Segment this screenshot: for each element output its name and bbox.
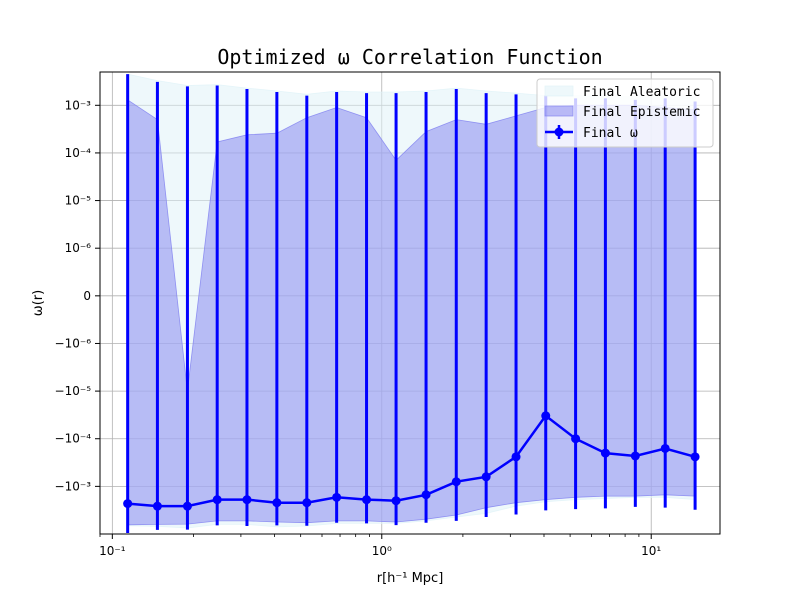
- data-point: [242, 495, 252, 505]
- data-point: [481, 472, 491, 482]
- series-line: [127, 414, 696, 508]
- data-point: [571, 434, 581, 444]
- legend-label: Final Epistemic: [583, 105, 700, 120]
- data-point: [511, 452, 521, 462]
- legend-box: [536, 78, 714, 148]
- legend-swatch: [544, 85, 574, 97]
- y-tick-label: −10⁻⁴: [55, 432, 92, 446]
- data-point: [660, 443, 670, 453]
- data-point: [152, 501, 162, 511]
- data-point: [272, 498, 282, 508]
- data-point: [630, 451, 640, 461]
- bands: [127, 73, 696, 529]
- y-tick-label: 10⁻⁵: [65, 194, 92, 208]
- data-point: [451, 477, 461, 487]
- data-point: [362, 495, 372, 505]
- y-tick-label: 0: [83, 289, 91, 303]
- y-ticks: 10⁻³ 10⁻⁴ 10⁻⁵ 10⁻⁶ 0 −10⁻⁶ −10⁻⁵ −10⁻⁴ −10⁻³: [55, 98, 100, 493]
- y-tick-label: −10⁻³: [55, 479, 92, 493]
- legend-label: Final ω: [583, 126, 638, 141]
- y-tick-label: −10⁻⁶: [55, 336, 92, 350]
- data-point: [302, 498, 312, 508]
- data-point: [391, 496, 401, 506]
- x-tick-label: 10⁰: [372, 544, 392, 558]
- data-point: [600, 448, 610, 458]
- legend-label: Final Aleatoric: [583, 85, 700, 100]
- y-tick-label: −10⁻⁵: [55, 384, 92, 398]
- chart-title: Optimized ω Correlation Function: [217, 45, 602, 69]
- data-point: [182, 501, 192, 511]
- x-tick-label: 10¹: [641, 544, 661, 558]
- plot-frame: [99, 71, 721, 535]
- x-tick-label: 10⁻¹: [99, 544, 126, 558]
- data-point: [212, 495, 222, 505]
- y-tick-label: 10⁻⁴: [65, 146, 92, 160]
- data-point: [123, 499, 133, 509]
- data-point: [421, 490, 431, 500]
- data-point: [541, 411, 551, 421]
- y-tick-label: 10⁻³: [65, 98, 92, 112]
- legend: Final Aleatoric Final Epistemic Final ω: [536, 78, 714, 148]
- x-axis-label: r[h⁻¹ Mpc]: [377, 571, 444, 586]
- legend-swatch: [544, 105, 574, 117]
- y-tick-label: 10⁻⁶: [65, 241, 92, 255]
- data-point: [332, 492, 342, 502]
- legend-marker: [554, 127, 564, 137]
- data-line: [123, 411, 700, 511]
- x-ticks: 10⁻¹ 10⁰ 10¹: [99, 534, 661, 558]
- y-axis-label: ω(r): [31, 290, 46, 316]
- error-bars: [126, 74, 697, 533]
- data-point: [690, 452, 700, 462]
